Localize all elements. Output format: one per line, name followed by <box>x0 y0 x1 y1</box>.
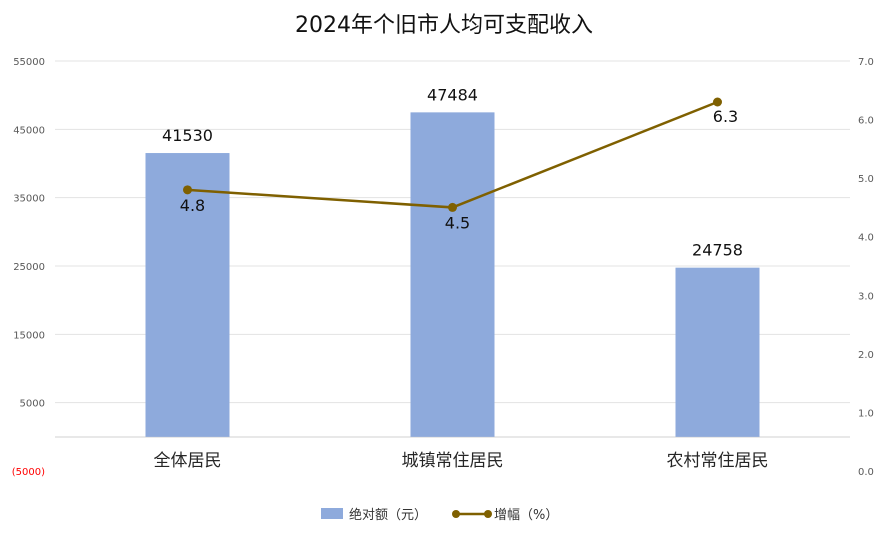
line-point <box>713 97 722 107</box>
legend-line-marker <box>484 510 492 518</box>
line-point <box>183 185 192 195</box>
legend-item-bar: 绝对额（元） <box>321 507 427 523</box>
category-label: 全体居民 <box>154 451 222 471</box>
right-tick-label: 0.0 <box>858 467 874 478</box>
right-tick-label: 2.0 <box>858 350 874 361</box>
left-tick-label: 45000 <box>13 125 45 136</box>
category-label: 城镇常住居民 <box>402 451 504 471</box>
right-tick-label: 4.0 <box>858 233 874 244</box>
legend-label-line: 增幅（%） <box>494 508 558 523</box>
left-tick-label: 25000 <box>13 262 45 273</box>
left-tick-label: 35000 <box>13 194 45 205</box>
legend-item-line: 增幅（%） <box>452 508 558 523</box>
bar-series: 41530 47484 24758 <box>145 85 760 437</box>
left-tick-label: (5000) <box>12 467 45 478</box>
bar-data-label: 24758 <box>692 241 743 260</box>
chart-title: 2024年个旧市人均可支配收入 <box>295 13 593 38</box>
legend-line-marker <box>452 510 460 518</box>
bar-data-label: 47484 <box>427 85 478 104</box>
line-data-label: 6.3 <box>713 107 738 126</box>
line-series: 4.8 4.5 6.3 <box>180 97 738 232</box>
left-tick-label: 5000 <box>20 399 45 410</box>
line-data-label: 4.8 <box>180 196 205 215</box>
right-tick-label: 5.0 <box>858 174 874 185</box>
category-axis: 全体居民 城镇常住居民 农村常住居民 <box>154 451 769 471</box>
bar <box>145 153 230 437</box>
bar-data-label: 41530 <box>162 126 213 145</box>
right-tick-label: 7.0 <box>858 57 874 68</box>
left-tick-label: 15000 <box>13 330 45 341</box>
legend-swatch-bar <box>321 508 343 519</box>
right-tick-label: 6.0 <box>858 116 874 127</box>
left-y-axis: 55000 45000 35000 25000 15000 5000 (5000) <box>12 57 45 478</box>
right-tick-label: 1.0 <box>858 408 874 419</box>
bar <box>675 267 760 437</box>
line-point <box>448 202 457 212</box>
legend: 绝对额（元） 增幅（%） <box>321 507 558 523</box>
left-tick-label: 55000 <box>13 57 45 68</box>
line-data-label: 4.5 <box>445 213 470 232</box>
bar <box>410 112 495 437</box>
legend-label-bar: 绝对额（元） <box>349 507 427 523</box>
right-tick-label: 3.0 <box>858 291 874 302</box>
category-label: 农村常住居民 <box>667 451 769 471</box>
right-y-axis: 7.0 6.0 5.0 4.0 3.0 2.0 1.0 0.0 <box>858 57 874 478</box>
